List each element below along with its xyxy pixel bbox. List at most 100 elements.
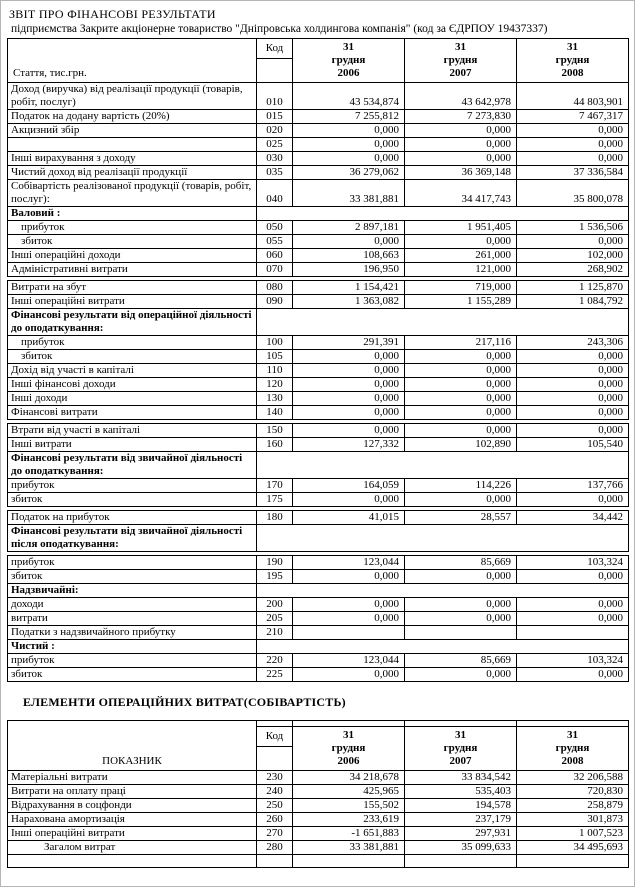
row-value: 0,000 <box>292 597 405 612</box>
row-value: 123,044 <box>292 653 405 668</box>
row-code: 050 <box>256 220 293 235</box>
row-code: 030 <box>256 151 293 166</box>
row-label: збиток <box>7 667 257 682</box>
section-row-merged-cell <box>256 451 629 479</box>
column-header-period-2006: 31 грудня 2006 <box>292 38 405 83</box>
row-value: 425,965 <box>292 784 405 799</box>
row-code: 220 <box>256 653 293 668</box>
row-label: Інші операційні витрати <box>7 826 257 841</box>
row-value: 0,000 <box>404 611 517 626</box>
row-label: прибуток <box>7 335 257 350</box>
row-code: 040 <box>256 179 293 207</box>
section-row: Валовий : <box>7 206 629 221</box>
code-header-underline <box>256 58 293 83</box>
row-value: 535,403 <box>404 784 517 799</box>
filler-cell <box>256 854 293 868</box>
row-code: 230 <box>256 770 293 785</box>
row-code: 190 <box>256 555 293 570</box>
row-value: 261,000 <box>404 248 517 263</box>
row-label: Інші фінансові доходи <box>7 377 257 392</box>
row-value: 0,000 <box>404 423 517 438</box>
row-value: 0,000 <box>516 123 629 138</box>
row-code: 080 <box>256 280 293 295</box>
table-row: Втрати від участі в капіталі 150 0,000 0,00… <box>7 423 629 438</box>
row-value: 123,044 <box>292 555 405 570</box>
row-value: 0,000 <box>404 123 517 138</box>
table-row: Податки з надзвичайного прибутку 210 <box>7 625 629 640</box>
row-value: 258,879 <box>516 798 629 813</box>
row-value: 33 834,542 <box>404 770 517 785</box>
row-value: 0,000 <box>292 123 405 138</box>
page-subtitle: підприємства Закрите акціонерне товарист… <box>11 23 548 35</box>
row-code: 175 <box>256 492 293 507</box>
row-value: 103,324 <box>516 555 629 570</box>
row-value: 28,557 <box>404 510 517 525</box>
section-row-label: Фінансові результати від звичайної діяль… <box>7 451 257 479</box>
row-value: 0,000 <box>404 569 517 584</box>
table-row: Інші операційні витрати 270 -1 651,883 297,… <box>7 826 629 841</box>
row-value: 34 495,693 <box>516 840 629 855</box>
table-row: Дохід від участі в капіталі 110 0,000 0,000… <box>7 363 629 378</box>
table-row: Акцизний збір 020 0,000 0,000 0,000 <box>7 123 629 138</box>
period-month: грудня <box>555 54 590 66</box>
column-header-code: Код <box>256 726 293 747</box>
row-code: 140 <box>256 405 293 420</box>
row-code: 055 <box>256 234 293 249</box>
row-label: прибуток <box>7 555 257 570</box>
column-header-indicator: ПОКАЗНИК <box>7 720 257 771</box>
filler-cell <box>516 854 629 868</box>
row-value: 0,000 <box>292 611 405 626</box>
section-row-merged-cell <box>256 639 629 654</box>
row-label: прибуток <box>7 653 257 668</box>
table2-bottom-filler <box>7 854 629 868</box>
row-value: 0,000 <box>404 391 517 406</box>
column-header-period-2008: 31 грудня 2008 <box>516 726 629 771</box>
row-value: 85,669 <box>404 555 517 570</box>
section-row-merged-cell <box>256 206 629 221</box>
row-value: 155,502 <box>292 798 405 813</box>
financial-results-table: Стаття, тис.грн. Код 31 грудня 2006 31 г… <box>7 38 629 682</box>
section-row-merged-cell <box>256 524 629 552</box>
row-value: 0,000 <box>516 363 629 378</box>
period-day: 31 <box>455 729 466 741</box>
row-label: прибуток <box>7 478 257 493</box>
row-label: Витрати на збут <box>7 280 257 295</box>
row-value: 102,890 <box>404 437 517 452</box>
row-value: 0,000 <box>516 234 629 249</box>
row-value: 105,540 <box>516 437 629 452</box>
row-value: 0,000 <box>516 391 629 406</box>
row-label: Акцизний збір <box>7 123 257 138</box>
period-year: 2007 <box>449 755 472 767</box>
row-code: 180 <box>256 510 293 525</box>
row-code: 100 <box>256 335 293 350</box>
section-row: Чистий : <box>7 639 629 654</box>
section-row-label: Фінансові результати від операційної дія… <box>7 308 257 336</box>
row-value: 0,000 <box>292 667 405 682</box>
period-year: 2007 <box>449 67 472 79</box>
period-day: 31 <box>567 41 578 53</box>
table-row: Фінансові витрати 140 0,000 0,000 0,000 <box>7 405 629 420</box>
row-value: 243,306 <box>516 335 629 350</box>
code-header-underline <box>256 746 293 771</box>
row-value: 37 336,584 <box>516 165 629 180</box>
section-row-merged-cell <box>256 583 629 598</box>
row-label <box>7 137 257 152</box>
row-value: 103,324 <box>516 653 629 668</box>
row-value: 108,663 <box>292 248 405 263</box>
row-value: 0,000 <box>292 391 405 406</box>
section-row-merged-cell <box>256 308 629 336</box>
row-value: 7 467,317 <box>516 109 629 124</box>
table-row: прибуток 190 123,044 85,669 103,324 <box>7 555 629 570</box>
row-value: 196,950 <box>292 262 405 277</box>
period-month: грудня <box>443 54 478 66</box>
row-value: 0,000 <box>516 377 629 392</box>
row-value: 268,902 <box>516 262 629 277</box>
table1-body: Доход (виручка) від реалізації продукції… <box>7 82 629 682</box>
row-code: 110 <box>256 363 293 378</box>
row-code: 170 <box>256 478 293 493</box>
section-row-label: Валовий : <box>7 206 257 221</box>
row-value: 297,931 <box>404 826 517 841</box>
row-value: 0,000 <box>516 137 629 152</box>
row-value: 2 897,181 <box>292 220 405 235</box>
